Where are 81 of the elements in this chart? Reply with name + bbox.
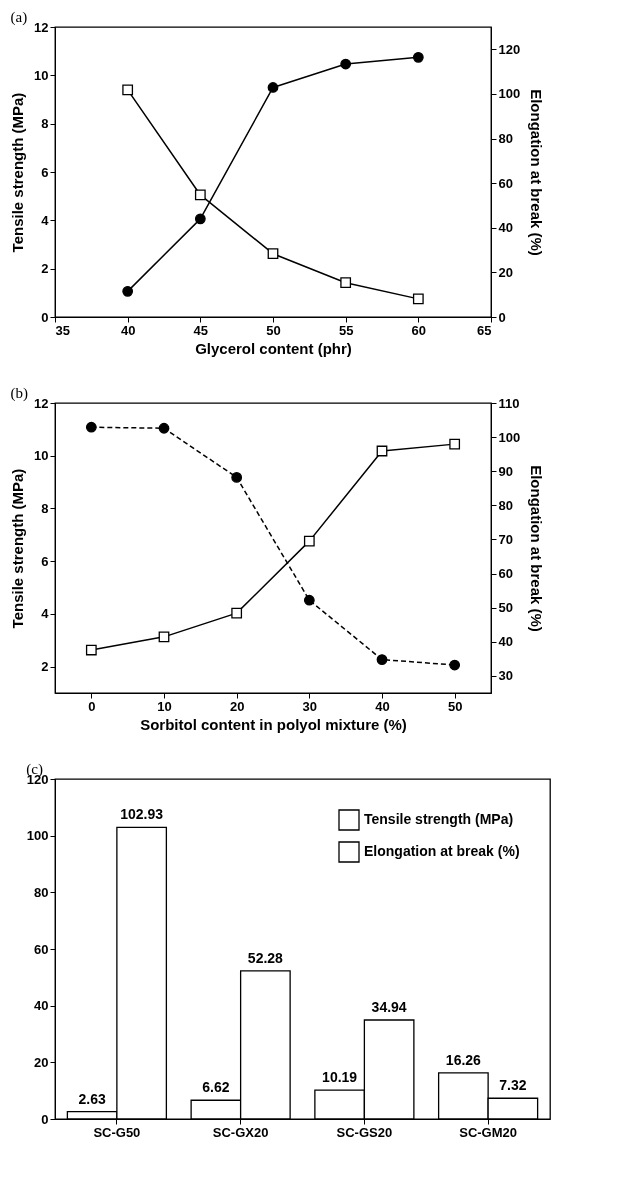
y2-tick-label: 80	[498, 131, 513, 147]
data-label: 102.93	[120, 806, 164, 823]
data-label: 6.62	[202, 1079, 230, 1096]
y2-tick-label: 110	[498, 395, 520, 411]
y2-tick-label: 60	[498, 566, 513, 582]
x-tick-label: 30	[302, 698, 318, 714]
y2-axis-title: Elongation at break (%)	[528, 465, 546, 632]
x-tick-label: 20	[229, 698, 245, 714]
y-tick-label: 100	[26, 828, 49, 844]
y-tick-label: 6	[41, 164, 49, 180]
point	[376, 654, 388, 665]
x-tick-label: 40	[120, 322, 136, 338]
y-tick-label: 80	[34, 884, 49, 900]
y2-tick-label: 50	[498, 600, 513, 616]
point	[449, 659, 461, 671]
y-tick-label: 20	[34, 1054, 49, 1070]
y-tick-label: 12	[34, 395, 49, 411]
point	[158, 631, 170, 643]
y2-tick-label: 20	[498, 264, 513, 280]
y2-tick-label: 60	[498, 175, 513, 191]
y-tick-label: 60	[34, 941, 49, 957]
text: (a)	[10, 9, 28, 26]
y2-tick-label: 40	[498, 634, 513, 650]
y-tick-label: 4	[41, 212, 50, 228]
data-label: 34.94	[371, 999, 407, 1015]
legend-label: Tensile strength (MPa)	[364, 811, 514, 827]
point	[85, 644, 97, 656]
x-tick-label: SC-GM20	[459, 1124, 518, 1140]
text: (b)	[10, 385, 29, 402]
y2-tick-label: 120	[498, 41, 521, 57]
data-label: 16.26	[445, 1051, 482, 1068]
y2-tick-label: 0	[498, 309, 506, 325]
point	[158, 422, 170, 434]
y-tick-label: 2	[41, 659, 49, 675]
x-tick-label: 50	[447, 698, 463, 714]
x-tick-label: SC-GX20	[212, 1124, 269, 1140]
y-tick-label: 2	[41, 261, 49, 277]
data-label: 52.28	[247, 949, 284, 966]
y-tick-label: 40	[34, 998, 49, 1014]
x-tick-label: 65	[477, 322, 492, 338]
y2-tick-label: 40	[498, 220, 513, 236]
y2-tick-label: 70	[498, 531, 513, 547]
x-axis-title: Sorbitol content in polyol mixture (%)	[140, 715, 407, 733]
y-tick-label: 0	[41, 1111, 49, 1127]
y-tick-label: 0	[41, 309, 49, 325]
y-tick-label: 8	[41, 116, 49, 132]
y-tick-label: 10	[34, 448, 49, 464]
data-label: 10.19	[322, 1069, 358, 1086]
x-tick-label: 45	[193, 322, 209, 338]
y-axis-title: Tensile strength (MPa)	[9, 468, 27, 629]
y-tick-label: 12	[34, 19, 49, 35]
y-axis-title: Tensile strength (MPa)	[9, 92, 27, 253]
x-tick-label: 10	[157, 698, 172, 714]
x-tick-label: SC-G50	[93, 1124, 141, 1140]
x-tick-label: SC-GS20	[336, 1124, 393, 1140]
legend-label: Elongation at break (%)	[364, 843, 520, 859]
point	[303, 594, 315, 606]
y2-tick-label: 100	[498, 429, 521, 445]
x-tick-label: 60	[411, 322, 427, 338]
x-tick-label: 0	[88, 698, 96, 714]
point	[231, 607, 243, 619]
point	[303, 535, 315, 547]
point	[85, 421, 97, 433]
y2-tick-label: 80	[498, 497, 513, 513]
y2-tick-label: 30	[498, 668, 513, 684]
x-tick-label: 50	[266, 322, 281, 338]
y-tick-label: 10	[34, 67, 49, 83]
x-tick-label: 35	[55, 322, 70, 338]
x-axis-title: Glycerol content (phr)	[195, 339, 352, 357]
y2-axis-title: Elongation at break (%)	[528, 89, 546, 256]
x-tick-label: 55	[338, 322, 354, 338]
data-label: 2.63	[78, 1090, 106, 1107]
y-tick-label: 4	[41, 606, 50, 622]
data-label: 7.32	[499, 1077, 527, 1094]
point	[449, 438, 461, 450]
y-tick-label: 6	[41, 553, 49, 569]
point	[231, 471, 243, 483]
y-tick-label: 8	[41, 500, 49, 516]
y2-tick-label: 100	[498, 86, 521, 102]
y2-tick-label: 90	[498, 463, 513, 479]
x-tick-label: 40	[375, 698, 390, 714]
